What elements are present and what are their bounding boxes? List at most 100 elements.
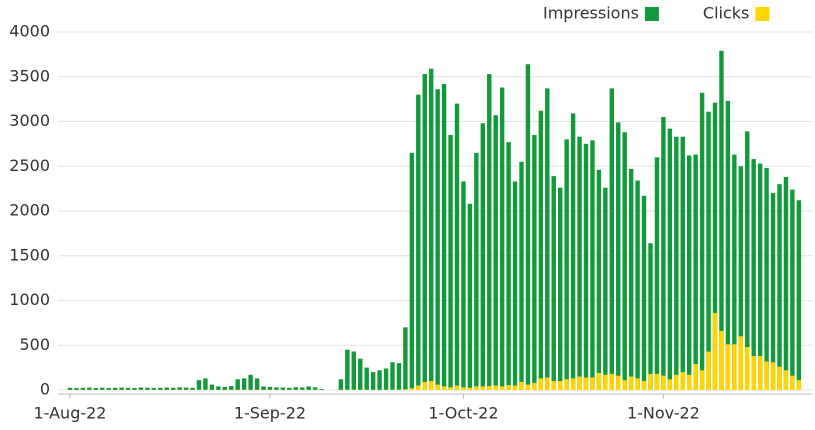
bar [364, 367, 369, 390]
bar [706, 111, 711, 390]
bar [564, 139, 569, 390]
bar [583, 143, 589, 390]
bar [403, 389, 408, 390]
bar [609, 373, 614, 390]
bar [719, 330, 724, 390]
bar [525, 64, 531, 390]
bar [790, 189, 795, 390]
bar [699, 370, 705, 390]
bar [454, 103, 460, 390]
bar [358, 358, 363, 390]
bar [448, 134, 453, 390]
bar [235, 379, 240, 390]
bar [396, 363, 402, 390]
bar [654, 157, 660, 390]
bar [254, 378, 260, 390]
bar [209, 384, 215, 390]
bar [480, 123, 485, 390]
bar [538, 378, 544, 390]
bar [300, 387, 305, 390]
bar [790, 375, 795, 390]
bar [796, 200, 802, 390]
bar [654, 373, 660, 390]
bar [287, 387, 292, 390]
bar [132, 388, 137, 390]
bar [138, 387, 144, 390]
bar [777, 184, 782, 390]
bar [558, 381, 563, 390]
bar [609, 88, 614, 390]
bar [635, 180, 640, 390]
bar [519, 161, 524, 390]
bar [687, 374, 692, 390]
y-tick-label: 4000 [9, 22, 50, 41]
bar [248, 374, 253, 390]
bar [487, 74, 492, 390]
bar [577, 376, 582, 390]
bar [725, 100, 731, 390]
bar [145, 387, 150, 390]
bar [183, 387, 189, 390]
bar [506, 385, 511, 390]
bar [622, 380, 627, 390]
bar [628, 376, 634, 390]
bar [461, 387, 466, 390]
bar [596, 372, 602, 390]
bar [67, 387, 73, 390]
bar [435, 384, 440, 390]
bar [545, 377, 550, 390]
x-tick-label: 1-Sep-22 [234, 404, 306, 423]
bar [667, 379, 673, 390]
bar [551, 381, 556, 390]
bar [100, 387, 105, 390]
bar [783, 370, 789, 390]
bar [293, 387, 298, 390]
bar [570, 378, 576, 390]
bar [461, 181, 466, 390]
legend-swatch [644, 7, 659, 21]
bar [616, 122, 621, 391]
bar [422, 381, 427, 390]
bar [796, 380, 802, 390]
bar [512, 385, 518, 390]
bar [648, 243, 653, 390]
x-tick-label: 1-Aug-22 [34, 404, 107, 423]
bar [551, 176, 556, 390]
bar [764, 361, 769, 390]
legend-label: Impressions [543, 4, 639, 23]
bar [435, 89, 440, 390]
bar [229, 385, 234, 390]
bar [732, 344, 737, 390]
y-tick-label: 3500 [9, 66, 50, 85]
bar [499, 386, 505, 390]
bar [454, 385, 460, 390]
bar [512, 181, 518, 390]
y-tick-label: 1500 [9, 245, 50, 264]
y-tick-label: 500 [19, 335, 50, 354]
bar [351, 351, 356, 390]
bar [564, 379, 569, 390]
bar [499, 87, 505, 391]
y-tick-label: 0 [40, 380, 50, 399]
bar [732, 154, 737, 390]
bar [680, 136, 685, 390]
bar [525, 384, 531, 390]
bar [667, 128, 673, 390]
bar [641, 195, 647, 390]
bar [125, 387, 131, 390]
bar [680, 372, 685, 390]
bar [532, 134, 537, 390]
bar [112, 387, 118, 390]
bar [628, 168, 634, 390]
bar [519, 381, 524, 390]
bar [693, 364, 698, 390]
bar [719, 50, 724, 391]
bar [751, 159, 756, 390]
bar [80, 387, 86, 390]
bar [345, 349, 350, 390]
bar [87, 387, 92, 390]
bar [674, 374, 679, 390]
bar [487, 385, 492, 390]
legend-swatch [755, 7, 770, 21]
bar [745, 131, 750, 390]
